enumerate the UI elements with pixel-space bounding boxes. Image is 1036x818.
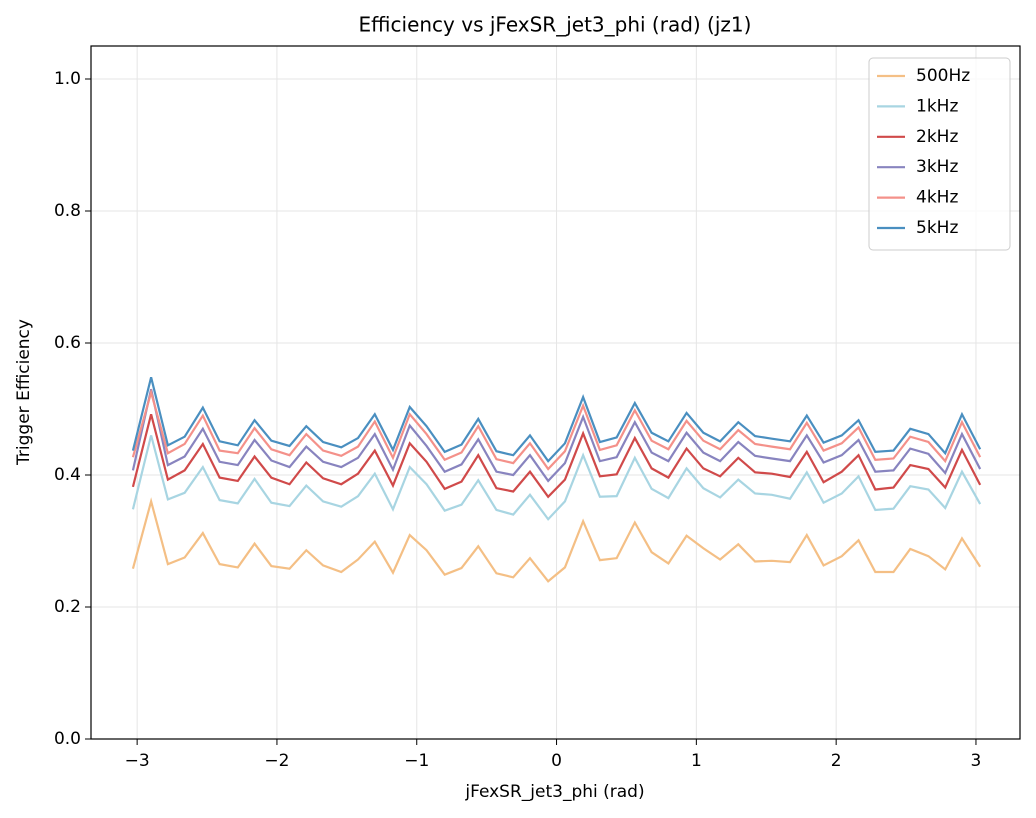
x-axis-label: jFexSR_jet3_phi (rad) xyxy=(464,782,644,802)
y-tick-label: 0.6 xyxy=(54,333,81,353)
series-line xyxy=(131,388,982,471)
plot-frame xyxy=(90,45,1021,740)
legend-label: 2kHz xyxy=(916,127,958,147)
x-tick-label: −2 xyxy=(264,751,289,771)
x-tick-label: 2 xyxy=(831,751,842,771)
legend: 500Hz 1kHz 2kHz 3kHz 4kHz 5kHz xyxy=(868,57,1011,251)
x-tick-label: −3 xyxy=(125,751,150,771)
series-line xyxy=(131,435,982,521)
chart-title: Efficiency vs jFexSR_jet3_phi (rad) (jz1… xyxy=(359,13,752,37)
legend-label: 1kHz xyxy=(916,96,958,116)
y-tick-label: 0.0 xyxy=(54,729,81,749)
x-tick-label: 1 xyxy=(691,751,702,771)
y-tick-label: 0.2 xyxy=(54,597,81,617)
y-tick-label: 0.4 xyxy=(54,465,81,485)
x-tick-label: 3 xyxy=(971,751,982,771)
y-axis-label: Trigger Efficiency xyxy=(14,319,34,466)
y-tick-label: 1.0 xyxy=(54,69,81,89)
legend-label: 4kHz xyxy=(916,188,958,208)
legend-label: 500Hz xyxy=(916,66,970,86)
y-tick-label: 0.8 xyxy=(54,201,81,221)
legend-label: 3kHz xyxy=(916,157,958,177)
legend-label: 5kHz xyxy=(916,218,958,238)
series-line xyxy=(131,377,982,463)
series-line xyxy=(131,388,982,483)
series-line xyxy=(131,414,982,499)
series-line xyxy=(131,497,982,583)
x-tick-label: −1 xyxy=(404,751,429,771)
x-tick-label: 0 xyxy=(551,751,562,771)
